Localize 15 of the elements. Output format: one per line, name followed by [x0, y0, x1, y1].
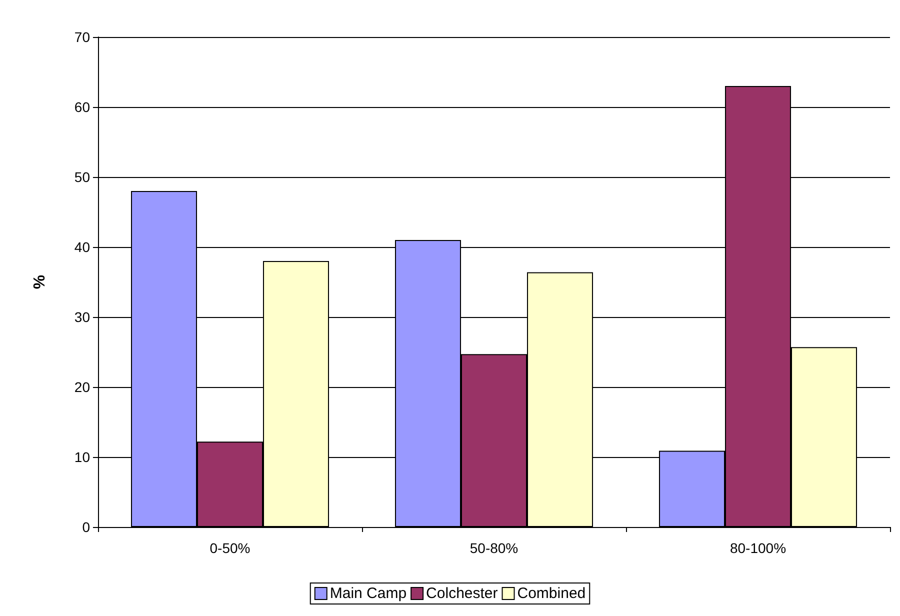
- y-tick-label: 10: [74, 449, 90, 465]
- legend-label: Main Camp: [330, 585, 407, 602]
- legend-label: Colchester: [426, 585, 498, 602]
- x-tick-label: 50-80%: [470, 540, 518, 556]
- y-axis-title: %: [32, 274, 48, 290]
- y-tick-label: 50: [74, 169, 90, 185]
- x-tick-label: 80-100%: [730, 540, 786, 556]
- y-tick-label: 20: [74, 379, 90, 395]
- y-tick-label: 40: [74, 239, 90, 255]
- legend-label: Combined: [517, 585, 586, 602]
- x-tick-label: 0-50%: [210, 540, 250, 556]
- y-tick-label: 60: [74, 99, 90, 115]
- y-tick-label: 70: [74, 29, 90, 45]
- y-tick-label: 30: [74, 309, 90, 325]
- y-tick-label: 0: [82, 519, 90, 535]
